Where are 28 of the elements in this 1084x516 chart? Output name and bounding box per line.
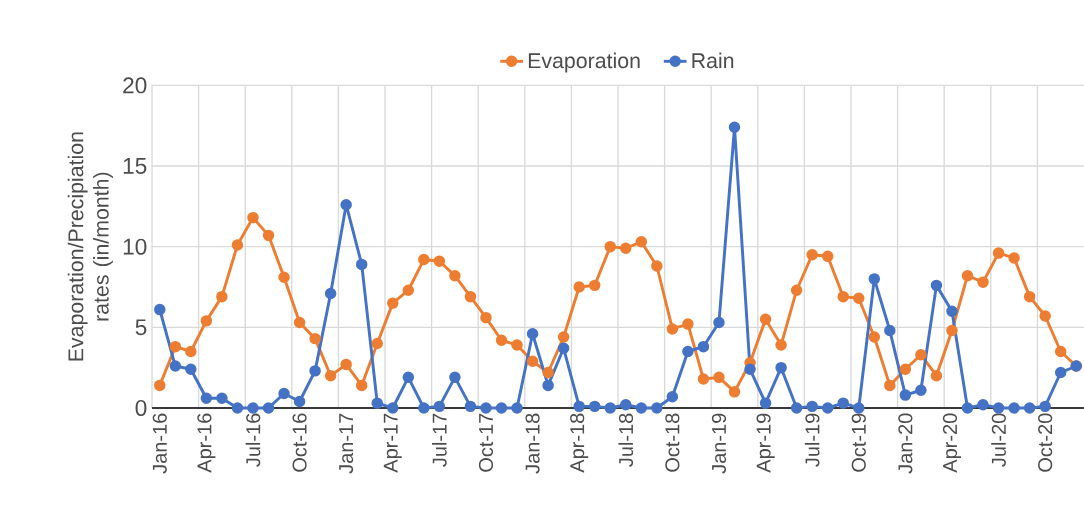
x-tick-label: Apr-19 bbox=[756, 413, 775, 473]
x-tick-label: Oct-18 bbox=[665, 413, 680, 472]
y-axis-title: Evaporation/Precipiation rates (in/month) bbox=[67, 132, 113, 361]
x-tick-label: Jan-16 bbox=[152, 413, 167, 474]
x-tick-label: Jul-18 bbox=[618, 413, 634, 467]
legend-label: Rain bbox=[692, 52, 734, 69]
x-tick-label: Jul-16 bbox=[245, 413, 261, 467]
x-tick-label: Apr-18 bbox=[570, 413, 589, 473]
y-tick-label: 0 bbox=[135, 399, 147, 417]
x-tick-label: Jul-17 bbox=[432, 413, 447, 467]
x-tick-label: Oct-16 bbox=[292, 413, 307, 472]
x-tick-label: Jul-19 bbox=[804, 413, 820, 467]
x-tick-label: Jan-19 bbox=[711, 413, 727, 474]
x-tick-label: Jan-18 bbox=[525, 413, 540, 474]
x-tick-label: Apr-17 bbox=[383, 413, 402, 473]
y-tick-label: 10 bbox=[123, 238, 147, 255]
y-tick-label: 15 bbox=[123, 158, 147, 174]
x-tick-label: Oct-20 bbox=[1038, 413, 1053, 472]
y-tick-label: 5 bbox=[135, 319, 147, 336]
x-tick-label: Apr-20 bbox=[942, 413, 962, 473]
legend-label: Evaporation bbox=[528, 52, 640, 73]
x-tick-label: Jan-17 bbox=[339, 413, 354, 474]
x-tick-label: Jan-20 bbox=[898, 413, 913, 474]
x-tick-label: Jul-20 bbox=[991, 413, 1006, 467]
x-tick-label: Oct-17 bbox=[478, 413, 494, 472]
y-tick-label: 20 bbox=[123, 77, 147, 94]
x-tick-label: Oct-19 bbox=[851, 413, 866, 472]
x-tick-label: Apr-16 bbox=[197, 413, 216, 473]
